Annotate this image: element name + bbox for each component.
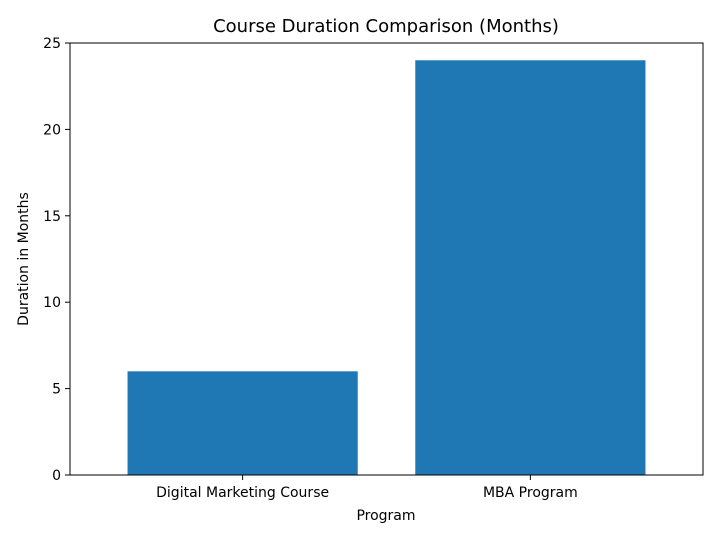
y-tick-label: 10 (43, 295, 61, 311)
y-tick-label: 25 (43, 36, 61, 52)
x-axis-label: Program (356, 508, 415, 524)
plot-frame (69, 42, 704, 476)
y-axis-ticks: 0 5 10 15 20 25 (43, 36, 70, 484)
y-axis-label: Duration in Months (16, 192, 32, 326)
x-tick-label: MBA Program (483, 485, 578, 501)
y-tick-label: 20 (43, 122, 61, 138)
y-tick-label: 5 (52, 382, 61, 398)
chart-title: Course Duration Comparison (Months) (213, 16, 559, 37)
bar-0 (127, 371, 358, 475)
bars-group (127, 60, 646, 475)
y-tick-label: 0 (52, 468, 61, 484)
x-axis-ticks: Digital Marketing Course MBA Program (156, 475, 578, 501)
bar-1 (415, 60, 646, 475)
x-tick-label: Digital Marketing Course (156, 485, 329, 501)
y-tick-label: 15 (43, 209, 61, 225)
